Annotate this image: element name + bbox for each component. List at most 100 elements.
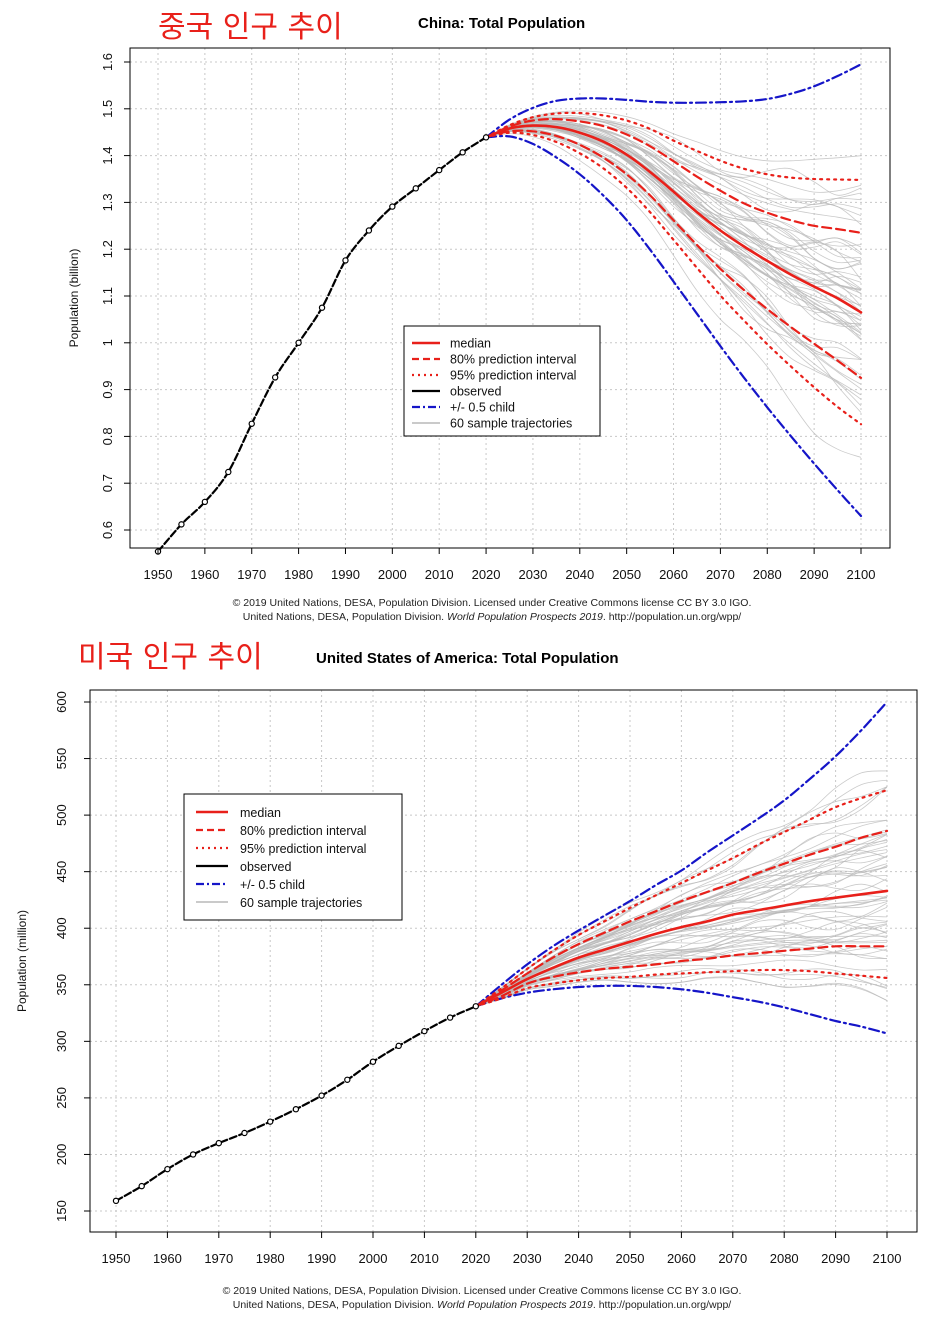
- legend-label-trajectories: 60 sample trajectories: [240, 896, 362, 910]
- observed-point: [292, 1105, 300, 1113]
- legend-label-half-child: +/- 0.5 child: [240, 878, 305, 892]
- y-tick-label: 550: [54, 748, 69, 770]
- y-tick-label: 0.9: [100, 381, 115, 399]
- y-tick-label: 400: [54, 917, 69, 939]
- credit-line-2: United Nations, DESA, Population Divisio…: [243, 611, 742, 623]
- usa-heading: 미국 인구 추이: [78, 640, 263, 675]
- y-tick-label: 0.7: [100, 474, 115, 492]
- sample-trajectory: [485, 123, 862, 289]
- observed-point: [446, 1014, 454, 1021]
- china-heading: 중국 인구 추이: [158, 10, 343, 45]
- legend-label-observed: observed: [450, 385, 501, 399]
- credit-org: United Nations, DESA, Population Divisio…: [243, 611, 444, 623]
- sample-trajectory: [475, 841, 888, 1007]
- legend-label-pi95: 95% prediction interval: [450, 369, 576, 383]
- y-tick-label: 450: [54, 861, 69, 883]
- x-tick-label: 2100: [847, 567, 876, 582]
- observed-point: [472, 1003, 479, 1010]
- axes: 1950 1960 1970 1980 1990 2000 2010 2020 2030 2040…: [54, 691, 901, 1266]
- y-tick-label: 200: [54, 1144, 69, 1166]
- plot-frame: [89, 689, 918, 1233]
- observed-point: [215, 1139, 222, 1147]
- credit-line-1: © 2019 United Nations, DESA, Population …: [223, 1285, 742, 1297]
- legend-label-pi80: 80% prediction interval: [450, 353, 576, 367]
- series-95-prediction-interval-upper: [485, 111, 863, 181]
- x-tick-label: 2000: [378, 567, 407, 582]
- x-tick-label: 2080: [753, 567, 782, 582]
- sample-trajectory: [485, 125, 862, 326]
- sample-trajectory: [475, 945, 888, 1007]
- observed-point: [395, 1042, 402, 1050]
- observed-point: [295, 339, 302, 346]
- axes: 1950 1960 1970 1980 1990 2000 2010 2020 2030 2040…: [100, 53, 875, 582]
- legend-label-pi95: 95% prediction interval: [240, 842, 366, 856]
- legend-label-median: median: [450, 337, 491, 351]
- x-tick-label: 1960: [153, 1251, 182, 1266]
- sample-trajectory: [486, 131, 862, 413]
- observed-point: [344, 1076, 351, 1083]
- y-tick-label: 0.6: [100, 521, 115, 539]
- sample-trajectory: [485, 123, 862, 300]
- sample-trajectory: [485, 112, 862, 196]
- y-tick-label: 350: [54, 974, 69, 996]
- observed-point: [201, 498, 209, 506]
- credit-line-1: © 2019 United Nations, DESA, Population …: [233, 597, 752, 609]
- observed-point: [318, 304, 326, 311]
- sample-trajectory: [485, 125, 862, 322]
- legend-box: [183, 793, 403, 921]
- observed-point: [225, 468, 232, 476]
- observed-point: [271, 374, 279, 381]
- sample-trajectory: [475, 871, 888, 1007]
- x-tick-label: 1990: [331, 567, 360, 582]
- sample-trajectory: [475, 968, 888, 1007]
- y-tick-label: 600: [54, 691, 69, 713]
- x-tick-label: 2020: [472, 567, 501, 582]
- observed-point: [342, 257, 349, 264]
- legend: median 80% prediction interval 95% predi…: [403, 325, 601, 437]
- sample-trajectory: [475, 863, 888, 1007]
- sample-trajectory: [485, 123, 862, 278]
- sample-trajectory: [485, 116, 862, 202]
- sample-trajectory: [475, 921, 888, 1007]
- observed-point: [482, 134, 490, 141]
- observed-point: [248, 420, 255, 427]
- sample-trajectory: [485, 119, 862, 247]
- x-tick-label: 2090: [821, 1251, 850, 1266]
- observed-point: [365, 227, 373, 234]
- sample-trajectory: [485, 110, 862, 162]
- x-tick-label: 2080: [770, 1251, 799, 1266]
- credit-report: World Population Prospects 2019: [437, 1299, 593, 1311]
- y-tick-label: 500: [54, 804, 69, 826]
- series--0-5-child-lower: [485, 134, 863, 518]
- observed-point: [178, 521, 185, 528]
- series-observed: [114, 1005, 477, 1202]
- series--0-5-child-upper: [485, 63, 863, 139]
- sample-trajectory: [475, 959, 888, 1007]
- x-tick-label: 2030: [518, 567, 547, 582]
- observed-point: [164, 1165, 171, 1173]
- y-axis-label: Population (million): [15, 910, 29, 1012]
- observed-point: [318, 1092, 325, 1099]
- y-tick-label: 1.4: [100, 147, 115, 165]
- sample-trajectory: [475, 867, 888, 1007]
- sample-trajectory: [485, 122, 862, 253]
- y-tick-label: 0.8: [100, 427, 115, 445]
- sample-trajectory: [486, 130, 862, 407]
- sample-trajectory: [475, 831, 888, 1007]
- x-tick-label: 1980: [284, 567, 313, 582]
- x-tick-label: 2060: [667, 1251, 696, 1266]
- x-tick-label: 2000: [359, 1251, 388, 1266]
- legend-label-pi80: 80% prediction interval: [240, 824, 366, 838]
- x-tick-label: 2040: [564, 1251, 593, 1266]
- observed-point: [436, 166, 443, 174]
- legend-box: [403, 325, 601, 437]
- series-80-prediction-interval-lower: [485, 129, 863, 379]
- y-tick-label: 1.3: [100, 193, 115, 211]
- x-tick-label: 1990: [307, 1251, 336, 1266]
- series-lines: [154, 63, 863, 555]
- x-tick-label: 2010: [425, 567, 454, 582]
- series-80-prediction-interval-upper: [485, 117, 863, 234]
- sample-trajectory: [475, 833, 888, 1007]
- plot-frame: [129, 47, 891, 549]
- series-median: [484, 124, 863, 314]
